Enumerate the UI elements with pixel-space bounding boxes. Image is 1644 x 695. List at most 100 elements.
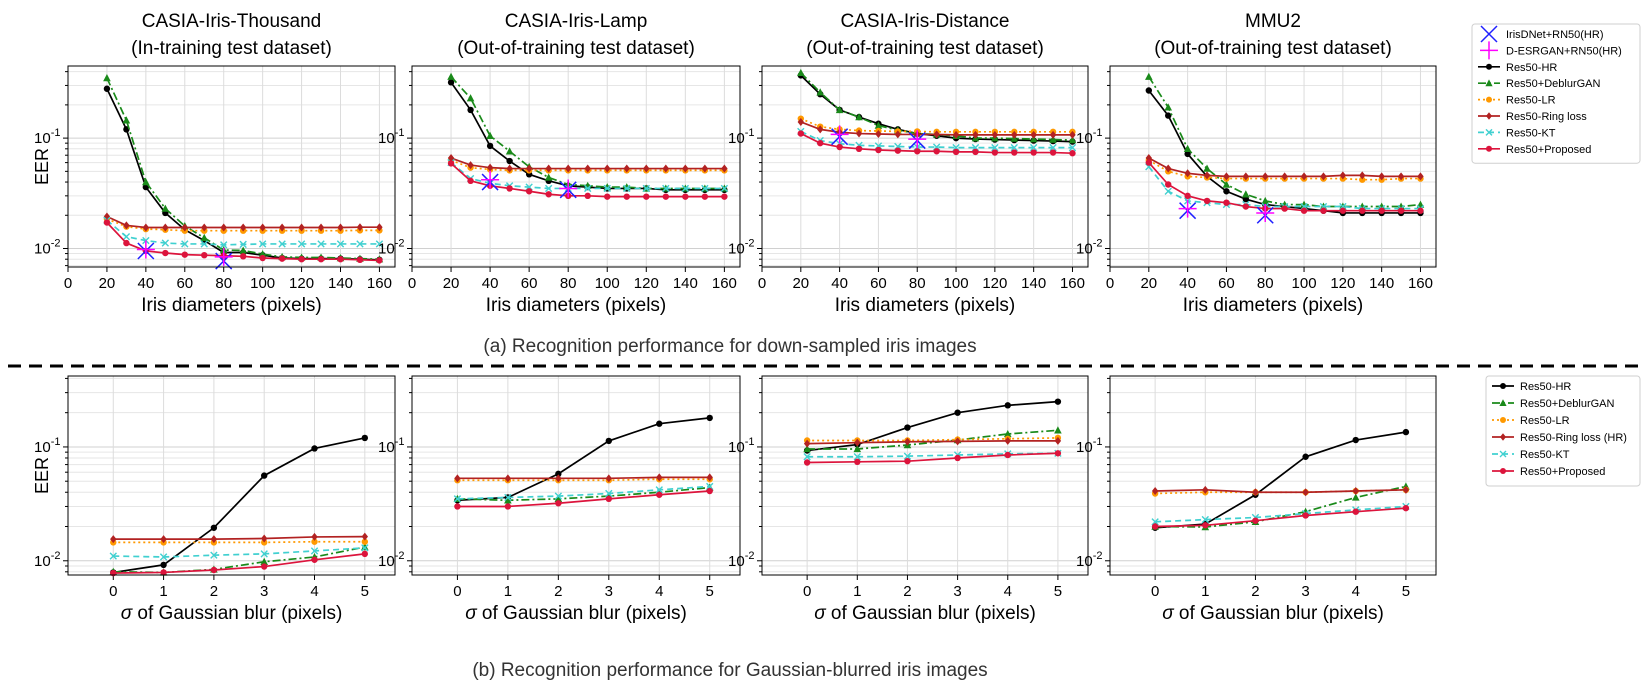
plot-frame <box>411 65 741 268</box>
data-point-Res50-Ring loss <box>803 439 811 448</box>
chart-b-2: 0 1 2 3 4 5 10-1 10-2 σ of Gaussian blur (pixels… <box>378 375 741 624</box>
series-line-Res50-LR <box>106 218 380 232</box>
data-point-Res50+DeblurGAN <box>1003 429 1012 438</box>
data-point-Res50+Proposed <box>1011 149 1018 156</box>
legend-entry: Res50+DeblurGAN <box>1478 78 1601 90</box>
data-point-Res50-KT <box>239 240 247 249</box>
data-point-Res50-KT <box>375 240 384 248</box>
x-tick-label: 100 <box>1292 275 1317 292</box>
chart-b-3: 0 1 2 3 4 5 10-1 10-2 σ of Gaussian blur (pixels… <box>728 375 1089 624</box>
legend-entry: Res50-HR <box>1492 381 1571 393</box>
legend-label: Res50-Ring loss (HR) <box>1520 432 1627 444</box>
data-point-Res50-KT <box>181 240 189 248</box>
chart-a-1: 0 20 40 60 80 100 120 140 160 10-1 10-2 CASIA-Iris-… <box>32 11 396 316</box>
data-point-Res50-HR <box>1242 195 1250 203</box>
data-point-Res50-Ring loss <box>643 164 650 173</box>
series-line-Res50-HR <box>807 400 1058 452</box>
data-point-Res50-Ring loss <box>1262 172 1269 181</box>
x-tick-label: 0 <box>408 275 416 292</box>
legend-marker <box>1500 433 1506 441</box>
series-line-Res50-KT <box>1155 505 1406 523</box>
data-point-Res50-KT <box>297 240 306 248</box>
data-point-D-ESRGAN+RN50(HR) <box>481 170 500 189</box>
data-point-Res50+Proposed <box>797 130 805 137</box>
caption-a: (a) Recognition performance for down-sam… <box>483 336 976 357</box>
data-point-Res50-Ring loss <box>545 164 552 173</box>
data-point-Res50+Proposed <box>298 256 305 263</box>
x-tick-label: 4 <box>655 583 663 600</box>
y-tick-label: 10-1 <box>1076 436 1102 456</box>
legend-label: Res50+DeblurGAN <box>1520 398 1615 410</box>
plot-frame <box>67 375 396 576</box>
data-point-Res50+Proposed <box>1417 207 1424 214</box>
y-axis-label: EER <box>32 457 52 494</box>
data-point-Res50+Proposed <box>894 147 902 154</box>
x-tick-label: 40 <box>482 275 499 292</box>
series-line-Res50-Ring loss <box>457 476 710 480</box>
x-tick-label: 1 <box>159 583 167 600</box>
data-point-Res50+Proposed <box>1252 517 1259 524</box>
y-tick-label: 10-1 <box>34 127 60 147</box>
data-point-Res50-Ring loss <box>337 223 344 232</box>
x-tick-label: 0 <box>109 583 117 600</box>
x-tick-label: 0 <box>758 275 766 292</box>
chart-title: MMU2 <box>1245 11 1301 32</box>
x-tick-label: 5 <box>361 583 369 600</box>
x-tick-label: 4 <box>1004 583 1012 600</box>
data-point-Res50+Proposed <box>376 257 383 264</box>
data-point-Res50-KT <box>200 240 208 248</box>
chart-subtitle: (Out-of-training test dataset) <box>457 38 695 59</box>
data-point-Res50+Proposed <box>337 256 344 263</box>
data-point-Res50-HR <box>904 424 911 431</box>
data-point-D-ESRGAN+RN50(HR) <box>830 125 849 144</box>
data-point-Res50-Ring loss <box>1202 485 1209 494</box>
legend-marker <box>1480 25 1498 43</box>
x-axis-label: σ of Gaussian blur (pixels) <box>121 603 343 624</box>
data-point-Res50+Proposed <box>555 500 562 507</box>
data-point-Res50+Proposed <box>1281 205 1288 212</box>
data-point-Res50+Proposed <box>817 139 824 147</box>
x-tick-label: 80 <box>1257 275 1274 292</box>
data-point-Res50-Ring loss <box>1054 436 1062 445</box>
data-point-Res50-HR <box>1054 398 1062 405</box>
x-tick-label: 20 <box>792 275 809 292</box>
series-line-Res50+Proposed <box>1155 507 1406 528</box>
series-line-Res50-Ring loss <box>807 440 1058 445</box>
x-tick-label: 140 <box>328 275 353 292</box>
data-point-D-ESRGAN+RN50(HR) <box>136 240 155 259</box>
legend-marker <box>1500 383 1506 389</box>
data-point-Res50+Proposed <box>160 569 167 576</box>
data-point-Res50+DeblurGAN <box>1054 426 1062 434</box>
data-point-Res50-KT <box>210 551 218 559</box>
legend-marker <box>1500 468 1506 474</box>
data-point-Res50-Ring loss <box>376 223 383 232</box>
data-point-Res50+Proposed <box>317 256 325 263</box>
x-tick-label: 4 <box>1352 583 1360 600</box>
data-point-Res50+Proposed <box>239 253 247 260</box>
x-axis-label: Iris diameters (pixels) <box>835 295 1016 316</box>
data-point-Res50+Proposed <box>1320 207 1327 214</box>
legend-marker <box>1486 145 1492 152</box>
x-tick-label: 60 <box>1218 275 1235 292</box>
legend-label: Res50-KT <box>1520 449 1570 461</box>
data-point-Res50-Ring loss <box>604 164 611 173</box>
data-point-Res50-KT <box>584 184 592 193</box>
data-point-Res50-Ring loss <box>706 473 713 482</box>
x-tick-label: 80 <box>215 275 232 292</box>
data-point-Res50+Proposed <box>1359 207 1366 214</box>
chart-title: CASIA-Iris-Thousand <box>142 11 322 32</box>
y-tick-label: 10-1 <box>728 436 754 456</box>
data-point-Res50+Proposed <box>643 193 650 200</box>
series-line-Res50-HR <box>457 417 710 502</box>
data-point-Res50+DeblurGAN <box>200 233 209 242</box>
data-point-Res50+Proposed <box>721 193 728 200</box>
x-tick-label: 1 <box>1201 583 1209 600</box>
plot-frame <box>761 65 1089 268</box>
data-point-Res50-Ring loss <box>467 161 474 170</box>
x-axis-label: σ of Gaussian blur (pixels) <box>465 603 687 624</box>
data-point-Res50+Proposed <box>701 193 709 200</box>
x-axis-label: Iris diameters (pixels) <box>141 295 322 316</box>
y-tick-label: 10-1 <box>1076 127 1102 147</box>
data-point-Res50+DeblurGAN <box>1164 103 1173 111</box>
data-point-Res50-Ring loss <box>1004 436 1011 445</box>
